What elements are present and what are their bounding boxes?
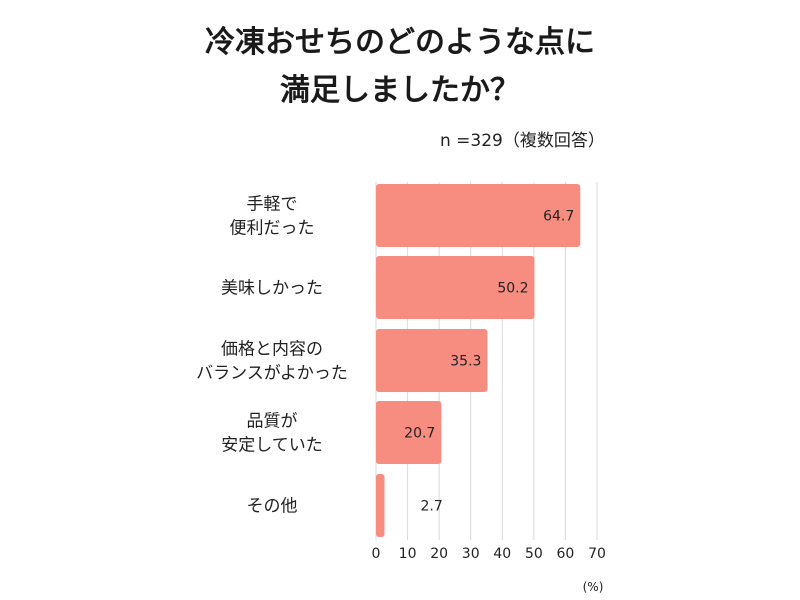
- value-label-0: 64.7: [543, 209, 574, 225]
- x-tick-40: 40: [493, 546, 511, 562]
- x-axis-ticks: 0 10 20 30 40 50 60 70: [372, 546, 606, 562]
- category-label-2-0: 価格と内容の: [221, 340, 323, 360]
- x-tick-30: 30: [462, 546, 480, 562]
- category-label-0-0: 手軽で: [247, 195, 298, 215]
- category-labels: 手軽で便利だった美味しかった価格と内容のバランスがよかった品質が安定していたその…: [196, 195, 348, 517]
- x-tick-50: 50: [525, 546, 543, 562]
- sample-size-note: n =329（複数回答）: [440, 131, 605, 151]
- value-labels: 64.7 50.2 35.3 20.7 2.7: [404, 209, 574, 515]
- value-label-2: 35.3: [450, 354, 481, 370]
- x-tick-60: 60: [557, 546, 575, 562]
- bar-4: [376, 474, 385, 537]
- chart-title-line-1: 冷凍おせちのどのような点に: [205, 25, 595, 60]
- x-tick-70: 70: [588, 546, 606, 562]
- value-label-4: 2.7: [421, 499, 443, 515]
- category-label-1-0: 美味しかった: [221, 279, 323, 299]
- bars: [376, 184, 581, 537]
- x-tick-20: 20: [430, 546, 448, 562]
- bar-0: [376, 184, 581, 247]
- chart-title-line-2: 満足しましたか？: [280, 73, 520, 108]
- chart-title: 冷凍おせちのどのような点に 満足しましたか？: [205, 25, 595, 108]
- category-label-3-0: 品質が: [247, 412, 298, 432]
- category-label-3-1: 安定していた: [221, 436, 323, 456]
- value-label-1: 50.2: [497, 281, 528, 297]
- bar-3: [376, 401, 442, 464]
- x-tick-10: 10: [399, 546, 417, 562]
- bar-1: [376, 256, 535, 319]
- category-label-0-1: 便利だった: [230, 219, 315, 239]
- x-axis-unit: (%): [583, 580, 604, 594]
- bar-2: [376, 329, 488, 392]
- category-label-2-1: バランスがよかった: [196, 364, 348, 384]
- x-tick-0: 0: [372, 546, 381, 562]
- category-label-4-0: その他: [247, 497, 298, 517]
- value-label-3: 20.7: [404, 426, 435, 442]
